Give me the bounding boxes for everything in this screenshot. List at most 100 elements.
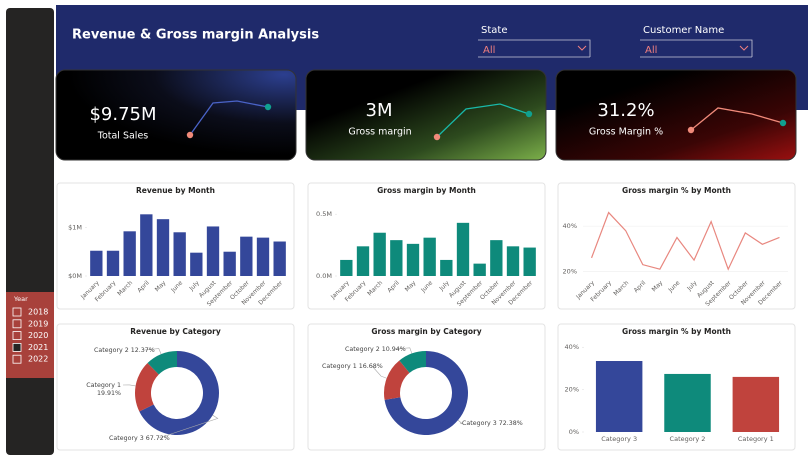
- bar: [106, 250, 120, 276]
- x-tick-label: Category 2: [670, 435, 706, 443]
- bar: [356, 246, 370, 276]
- slicer-items: 2018 2019 2020 2021 2022: [12, 308, 48, 364]
- kpi-card: [555, 69, 797, 161]
- bar: [490, 240, 503, 276]
- y-tick-label: 20%: [563, 267, 577, 275]
- slicer-item[interactable]: 2022: [12, 355, 48, 364]
- y-tick-label: 40%: [563, 222, 577, 230]
- y-tick-label: $1M: [68, 223, 82, 231]
- pie-label: Category 1 16.68%: [322, 363, 383, 370]
- chart-title: Gross margin by Category: [371, 327, 481, 336]
- leader-line: [158, 414, 219, 439]
- y-tick-label: 0.0M: [316, 272, 332, 280]
- state-dropdown[interactable]: All: [478, 39, 591, 58]
- y-tick-label: 40%: [565, 343, 579, 351]
- category-label: Category 3: [109, 435, 146, 442]
- y-tick-label: $0M: [68, 272, 82, 280]
- chart-panel: Gross margin % by Month20%40%JanuaryFebr…: [557, 182, 796, 310]
- bar: [506, 246, 520, 276]
- checkbox: [12, 319, 22, 329]
- bar: [173, 232, 186, 276]
- category-label: Category 2: [345, 346, 382, 353]
- slicer-label: 2020: [28, 331, 48, 340]
- bar: [373, 232, 386, 276]
- slicer-item[interactable]: 2020: [12, 331, 48, 340]
- pie-slice: [384, 351, 469, 436]
- bar: [440, 259, 453, 276]
- panel-bg: [557, 182, 796, 310]
- sparkline: [189, 100, 269, 136]
- leader-line: [394, 347, 413, 354]
- bar: [473, 263, 486, 276]
- kpi-label: Total Sales: [97, 131, 149, 142]
- slicer-label: 2019: [28, 319, 48, 328]
- chart-panel: Gross margin % by Month 0% 20% 40% Category …: [557, 323, 796, 451]
- kpi-card: [305, 69, 547, 161]
- pie-slice: [147, 351, 177, 375]
- value-label: 19.91%: [97, 390, 121, 397]
- pie-label: Category 2 10.94%: [345, 346, 406, 353]
- customer-dropdown[interactable]: All: [640, 39, 753, 58]
- pie-slice: [135, 363, 159, 412]
- bar: [190, 252, 203, 276]
- line-series: [590, 211, 780, 271]
- dropdown-value: All: [483, 45, 495, 56]
- chart-panel: Gross margin by Month0.0M0.5MJanuaryFebr…: [307, 182, 546, 310]
- chart-title: Revenue by Month: [136, 186, 215, 195]
- panel-bg: [56, 323, 295, 451]
- chart-title: Gross margin by Month: [377, 186, 476, 195]
- chart-title: Gross margin % by Month: [622, 186, 731, 195]
- slicer-label: 2021: [28, 343, 48, 352]
- bar: [90, 250, 103, 276]
- sparkline-dot: [186, 131, 194, 139]
- x-tick-label: Category 3: [601, 435, 637, 443]
- kpi-label: Gross Margin %: [589, 127, 663, 138]
- bar: [406, 243, 420, 276]
- category-label: Category 3: [462, 420, 499, 427]
- bar: [206, 226, 220, 276]
- bar: [732, 376, 780, 432]
- value-label: 72.38%: [499, 420, 523, 427]
- bar: [140, 214, 153, 276]
- slicer-item[interactable]: 2021: [12, 342, 48, 352]
- bar: [123, 231, 136, 276]
- pie-label: Category 2 12.37%: [94, 347, 155, 354]
- panel-bg: [307, 323, 546, 451]
- x-tick-label: Category 1: [738, 435, 774, 443]
- bar: [256, 237, 270, 276]
- dropdown-border: [478, 39, 591, 57]
- filter-label: State: [481, 25, 507, 36]
- leader-line: [122, 384, 136, 387]
- slicer-item[interactable]: 2019: [12, 319, 48, 329]
- dropdown-value: All: [645, 45, 657, 56]
- sparkline-dot: [779, 119, 787, 127]
- bar: [664, 373, 711, 432]
- sidebar: [6, 8, 54, 455]
- kpi-value: $9.75M: [89, 104, 156, 125]
- checkbox: [12, 342, 22, 352]
- category-label: Category 1: [86, 382, 121, 389]
- bar: [595, 361, 643, 432]
- pie-label: Category 3 72.38%: [462, 420, 523, 427]
- value-label: 12.37%: [131, 347, 155, 354]
- slicer-item[interactable]: 2018: [12, 308, 48, 317]
- kpi-card: [55, 69, 297, 161]
- pie-slice: [139, 351, 219, 436]
- sparkline-dot: [433, 133, 441, 141]
- slicer-label: 2022: [28, 355, 48, 364]
- page-title: Revenue & Gross margin Analysis: [72, 28, 319, 43]
- bar: [340, 259, 353, 276]
- value-label: 10.94%: [382, 346, 406, 353]
- pie-label: Category 3 67.72%: [109, 435, 170, 442]
- sparkline: [436, 103, 530, 138]
- bar: [423, 237, 436, 276]
- bar: [390, 240, 403, 276]
- chart-panel: Revenue by Month$0M$1MJanuaryFebruaryMar…: [56, 182, 295, 310]
- y-tick-label: 0%: [569, 428, 579, 436]
- pie-label: Category 1 19.91%: [86, 382, 121, 397]
- pie-slice: [384, 360, 410, 400]
- sparkline-dot: [687, 126, 695, 134]
- y-tick-label: 0.5M: [316, 210, 332, 218]
- category-label: Category 1: [322, 363, 359, 370]
